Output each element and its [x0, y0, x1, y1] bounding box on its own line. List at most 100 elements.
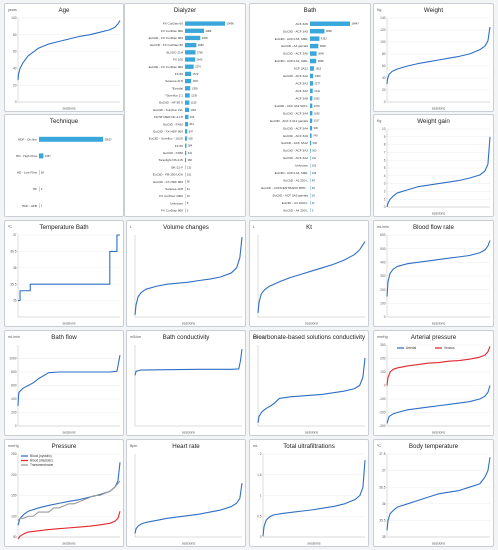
y-tick-label: 60	[13, 50, 17, 54]
category-label: Unknown	[295, 164, 308, 168]
bar	[39, 153, 44, 159]
category-label: HDF - AFB	[22, 204, 37, 208]
y-tick-label: 37	[382, 469, 386, 473]
y-tick-label: -300	[379, 424, 386, 428]
bar-value-label: 280	[188, 158, 193, 162]
y-tick-label: 100	[380, 301, 386, 305]
category-label: FX CorDiax 800	[161, 209, 183, 213]
category-label: FX CorDiax 800	[161, 29, 183, 33]
series-line-0	[386, 240, 491, 297]
bar	[310, 125, 313, 131]
x-axis-label: sessions	[62, 431, 75, 435]
chart-panel-bodytemp: Body temperature ºC 35 35.5 36 36.5 37 37.5 sess…	[373, 439, 494, 547]
bar	[185, 136, 187, 141]
bar	[185, 114, 189, 120]
series-line-0	[262, 460, 366, 537]
x-axis-label: sessions	[432, 542, 445, 546]
category-label: EuCliD - FX CorDiax 80	[150, 43, 183, 47]
bar-value-label: 936	[314, 126, 319, 130]
y-tick-label: 100	[11, 514, 17, 518]
category-label: HF	[33, 187, 37, 191]
bar-value-label: 1377	[314, 81, 320, 85]
chart-panel-bathcond: Bath conductivity mS/cm sessions	[126, 330, 246, 436]
series-line-arterial	[386, 385, 491, 424]
y-tick-label: 2	[260, 452, 262, 456]
category-label: ACF 3A5	[295, 22, 308, 26]
category-label: HDF - On line	[18, 137, 37, 141]
bar-value-label: 2760	[197, 50, 203, 54]
chart-panel-weightgain: Weight gain Kg 0 1 2 3 4 5 6 7 8 9 10 sessions	[373, 114, 494, 217]
chart-panel-technique: Technique HDF - On line 35637 HD - High Flo…	[4, 114, 124, 217]
bar	[185, 100, 190, 105]
category-label: EuCliD - HF 80 S	[159, 101, 183, 105]
bar-value-label: 1450	[315, 74, 321, 78]
axis-unit-label: mL	[253, 444, 258, 448]
y-tick-label: 8	[384, 143, 386, 147]
bar-value-label: 18447	[352, 22, 360, 26]
chart-svg: 0 100 200 300 400 500 600 sessions	[380, 233, 491, 326]
bar-value-label: 2640	[197, 58, 203, 62]
bar-value-label: 101	[187, 172, 192, 176]
bar-value-label: 1579	[193, 72, 199, 76]
category-label: ACF 3A2	[295, 89, 308, 93]
series-line-0	[134, 482, 243, 534]
bar	[185, 165, 186, 170]
category-label: EuCliD - ACF 3A6	[283, 134, 308, 138]
axis-unit-label: Kg	[377, 8, 382, 12]
chart-svg: sessions	[257, 345, 366, 435]
category-label: ACF 3A6	[295, 96, 308, 100]
chart-title: Heart rate	[172, 443, 200, 450]
x-axis-label: sessions	[182, 431, 195, 435]
bar-value-label: 162	[312, 164, 317, 168]
chart-svg: -300 -200 -100 0 100 200 300 sessions Arterial Ve…	[379, 343, 491, 435]
bar	[310, 21, 350, 26]
series-line-transmembrane	[17, 480, 121, 521]
y-tick-label: 100	[380, 370, 386, 374]
bar-value-label: 35637	[105, 137, 113, 141]
series-line-0	[386, 457, 491, 531]
chart-panel-bloodflow: Blood flow rate mL/min 0 100 200 300 400 500 600…	[373, 220, 494, 327]
y-tick-label: 0	[384, 315, 386, 319]
chart-title: Bicarbonate-based solutions conductivity	[252, 334, 366, 341]
bar	[185, 28, 205, 33]
y-tick-label: 0	[260, 535, 262, 539]
chart-panel-age: Age years 0 20 40 60 80 100 sessions	[4, 3, 124, 112]
bar-value-label: 1241	[314, 89, 320, 93]
bar	[310, 118, 313, 123]
bar-value-label: 1358	[192, 86, 198, 90]
category-label: FX CorDiax 60	[163, 22, 184, 26]
chart-title: Weight	[423, 7, 444, 14]
y-tick-label: 300	[380, 274, 386, 278]
bar-value-label: 10496	[227, 22, 235, 26]
chart-title: Blood flow rate	[413, 224, 454, 231]
y-tick-label: 140	[380, 16, 386, 20]
bar	[310, 43, 319, 49]
axis-unit-label: L	[130, 225, 132, 229]
y-tick-label: 200	[380, 357, 386, 361]
x-axis-label: sessions	[432, 212, 445, 216]
y-tick-label: 1	[260, 494, 262, 498]
y-tick-label: 10	[382, 127, 386, 131]
bar-value-label: 1017	[314, 119, 320, 123]
chart-svg: 35 35.5 36 36.5 37 37.5 sessions	[379, 452, 491, 546]
bar-value-label: 132	[187, 165, 192, 169]
category-label: EuCliD - ACF 3 A12 garrafa	[270, 119, 308, 123]
chart-svg: 50 100 150 200 250 sessions Blood (systolic)Bl…	[11, 452, 121, 546]
legend-label: Arterial	[406, 346, 416, 350]
y-tick-label: 150	[11, 494, 17, 498]
bar-value-label: 1070	[314, 104, 320, 108]
bar-value-label: 505	[188, 137, 193, 141]
y-tick-label: 120	[380, 28, 386, 32]
x-axis-label: sessions	[62, 542, 75, 546]
bar	[310, 133, 312, 138]
category-label: FILTRYZER NF-2.1H	[154, 115, 183, 119]
bar	[185, 107, 190, 112]
x-axis-label: sessions	[432, 322, 445, 326]
x-axis-label: sessions	[305, 431, 318, 435]
series-line-0	[17, 355, 121, 406]
axis-unit-label: Bpm	[130, 444, 138, 448]
bar-value-label: 812	[190, 122, 195, 126]
bar	[310, 51, 317, 56]
series-line-venous	[386, 346, 491, 386]
